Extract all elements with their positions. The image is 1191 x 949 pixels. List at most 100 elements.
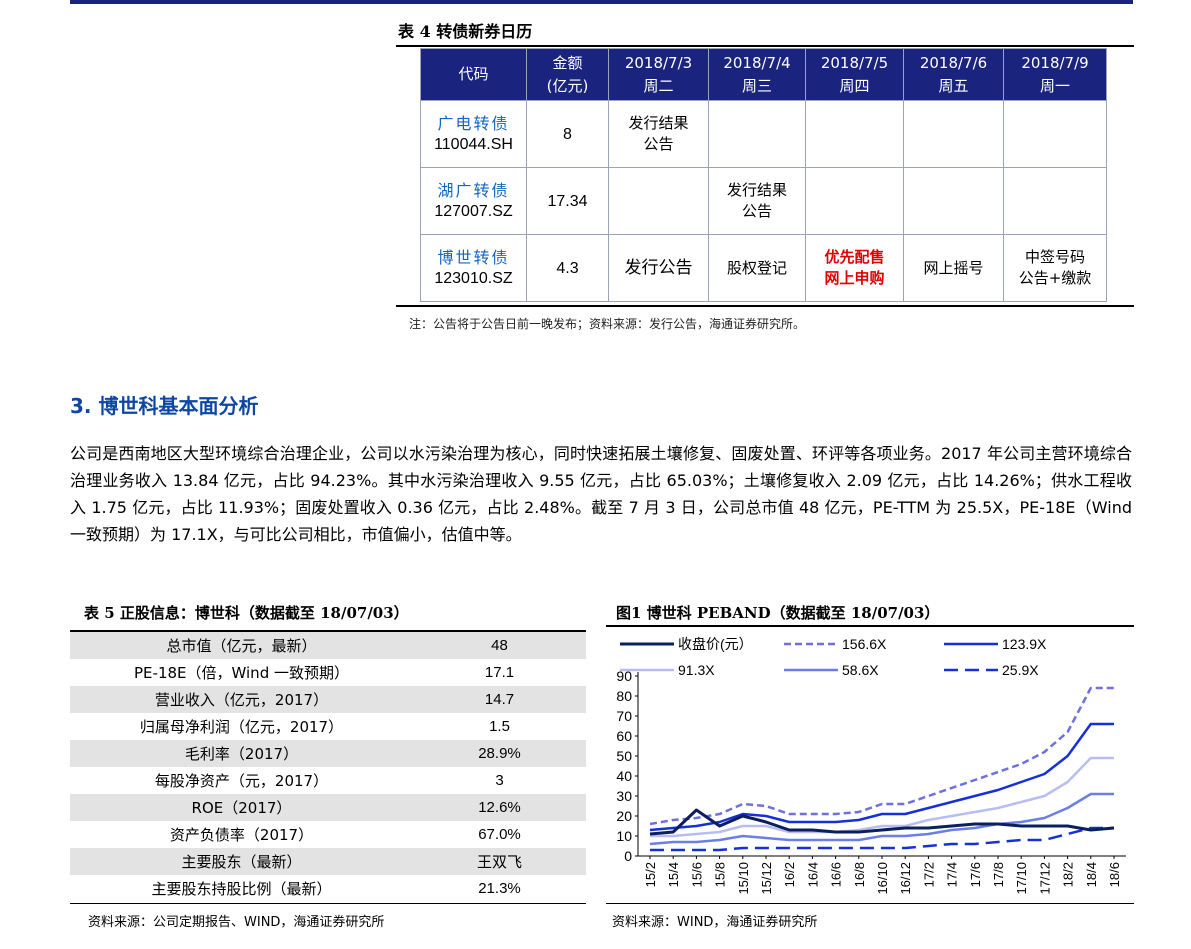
table-row: 主要股东（最新） 王双飞 bbox=[70, 848, 586, 875]
top-rule bbox=[70, 0, 1133, 4]
table-row: 每股净资产（元，2017） 3 bbox=[70, 767, 586, 794]
series-line-pe156 bbox=[649, 686, 1114, 826]
header-date: 2018/7/4 周三 bbox=[708, 48, 806, 101]
info-label: ROE（2017） bbox=[70, 794, 413, 821]
figure1-source: 资料来源：WIND，海通证券研究所 bbox=[612, 915, 818, 930]
info-value: 14.7 bbox=[413, 686, 586, 713]
header-date: 2018/7/9 周一 bbox=[1003, 48, 1107, 101]
x-tick-label: 15/4 bbox=[666, 862, 681, 887]
table5-rule-bottom bbox=[70, 903, 586, 904]
series-line-price bbox=[649, 808, 1115, 836]
event-cell: 网上摇号 bbox=[903, 234, 1004, 302]
amount-cell: 8 bbox=[526, 100, 609, 168]
legend-label-pe123: 123.9X bbox=[1002, 636, 1047, 652]
table5-rule-top bbox=[70, 630, 586, 632]
table4-rule-top bbox=[396, 45, 1134, 47]
info-value: 王双飞 bbox=[413, 848, 586, 875]
amount-cell: 4.3 bbox=[526, 234, 609, 302]
info-label: 营业收入（亿元，2017） bbox=[70, 686, 413, 713]
table4-note: 注：公告将于公告日前一晚发布；资料来源：发行公告，海通证券研究所。 bbox=[409, 317, 806, 331]
y-tick-label: 40 bbox=[616, 768, 632, 784]
figure1-rule-bottom bbox=[606, 903, 1134, 904]
amount-cell: 17.34 bbox=[526, 167, 609, 235]
y-tick-label: 90 bbox=[616, 668, 632, 684]
legend-label-pe25: 25.9X bbox=[1002, 662, 1039, 678]
y-tick-label: 0 bbox=[624, 848, 632, 864]
table-row: 毛利率（2017） 28.9% bbox=[70, 740, 586, 767]
y-tick-label: 80 bbox=[616, 688, 632, 704]
table4-title: 表 4 转债新券日历 bbox=[398, 22, 533, 41]
info-value: 12.6% bbox=[413, 794, 586, 821]
legend-label-pe58: 58.6X bbox=[842, 662, 879, 678]
series-line-pe25 bbox=[650, 826, 1114, 852]
info-label: PE-18E（倍，Wind 一致预期） bbox=[134, 664, 349, 682]
y-tick-label: 70 bbox=[616, 708, 632, 724]
series-line-pe58 bbox=[649, 792, 1114, 846]
x-tick-label: 17/2 bbox=[921, 862, 936, 887]
event-cell bbox=[805, 100, 904, 168]
x-tick-label: 17/4 bbox=[945, 862, 960, 887]
header-date: 2018/7/6 周五 bbox=[903, 48, 1004, 101]
info-label: 毛利率（2017） bbox=[70, 740, 413, 767]
y-tick-label: 10 bbox=[616, 828, 632, 844]
bond-name-cell: 广电转债 110044.SH bbox=[420, 100, 527, 168]
x-tick-label: 15/8 bbox=[713, 862, 728, 887]
peband-chart: 0 10 20 30 40 50 60 70 80 90 15/2 15/4 15/6 15/8 15/10… bbox=[616, 636, 1126, 895]
series-line-pe91 bbox=[650, 756, 1114, 838]
event-cell bbox=[805, 167, 904, 235]
event-cell bbox=[608, 167, 709, 235]
event-cell-highlight: 优先配售 网上申购 bbox=[805, 234, 904, 302]
figure1-title: 图1 博世科 PEBAND（数据截至 18/07/03） bbox=[616, 604, 940, 622]
x-tick-label: 16/12 bbox=[898, 862, 913, 895]
x-tick-label: 16/6 bbox=[829, 862, 844, 887]
table-row: 湖广转债 127007.SZ 17.34 发行结果 公告 bbox=[420, 167, 1107, 235]
section-title: 3. 博世科基本面分析 bbox=[70, 394, 259, 418]
info-label: 主要股东（最新） bbox=[70, 848, 413, 875]
info-label: 主要股东持股比例（最新） bbox=[151, 880, 332, 898]
info-value: 28.9% bbox=[413, 740, 586, 767]
y-tick-label: 60 bbox=[616, 728, 632, 744]
table5-source: 资料来源：公司定期报告、WIND，海通证券研究所 bbox=[88, 915, 385, 930]
info-label: 资产负债率（2017） bbox=[169, 826, 314, 844]
info-label: 每股净资产（元，2017） bbox=[154, 772, 329, 790]
x-tick-label: 15/10 bbox=[736, 862, 751, 895]
legend-label-pe156: 156.6X bbox=[842, 636, 887, 652]
x-tick-label: 16/8 bbox=[852, 862, 867, 887]
info-value: 21.3% bbox=[478, 880, 521, 897]
event-cell: 发行结果 公告 bbox=[608, 100, 709, 168]
table4-rule-bottom bbox=[396, 305, 1134, 307]
event-cell bbox=[1003, 100, 1107, 168]
figure1-rule-top bbox=[606, 625, 1134, 627]
x-tick-label: 16/4 bbox=[805, 862, 820, 887]
x-tick-label: 15/12 bbox=[759, 862, 774, 895]
x-tick-label: 18/6 bbox=[1107, 862, 1122, 887]
bond-name-cell: 博世转债 123010.SZ bbox=[420, 234, 527, 302]
table-row: PE-18E（倍，Wind 一致预期） 17.1 bbox=[70, 659, 586, 686]
info-value: 67.0% bbox=[478, 826, 521, 843]
x-tick-label: 17/8 bbox=[991, 862, 1006, 887]
series-line-pe123 bbox=[649, 722, 1114, 832]
info-value: 17.1 bbox=[484, 664, 515, 681]
event-cell bbox=[1003, 167, 1107, 235]
info-label: 总市值（亿元，最新） bbox=[70, 632, 413, 659]
stock-info-table: 总市值（亿元，最新） 48 PE-18E（倍，Wind 一致预期） 17.1 营业收入（… bbox=[70, 632, 586, 902]
y-tick-label: 20 bbox=[616, 808, 632, 824]
x-tick-label: 18/4 bbox=[1084, 862, 1099, 887]
event-cell bbox=[903, 167, 1004, 235]
event-cell bbox=[708, 100, 806, 168]
legend-label-pe91: 91.3X bbox=[678, 662, 715, 678]
header-date: 2018/7/3 周二 bbox=[608, 48, 709, 101]
event-cell: 发行公告 bbox=[608, 234, 709, 302]
table-row: 归属母净利润（亿元，2017） 1.5 bbox=[70, 713, 586, 740]
x-tick-label: 17/6 bbox=[968, 862, 983, 887]
header-amount: 金额 (亿元) bbox=[526, 48, 609, 101]
info-value: 3 bbox=[495, 772, 504, 789]
x-tick-label: 15/6 bbox=[689, 862, 704, 887]
table-row: 广电转债 110044.SH 8 发行结果 公告 bbox=[420, 100, 1107, 168]
info-label: 归属母净利润（亿元，2017） bbox=[139, 718, 344, 736]
table-row: 资产负债率（2017） 67.0% bbox=[70, 821, 586, 848]
legend-label-price: 收盘价(元） bbox=[678, 636, 753, 652]
bond-calendar-table: 代码 金额 (亿元) 2018/7/3 周二 2018/7/4 周三 2018/7/5… bbox=[420, 48, 1107, 302]
x-tick-label: 18/2 bbox=[1061, 862, 1076, 887]
table-row: 总市值（亿元，最新） 48 bbox=[70, 632, 586, 659]
